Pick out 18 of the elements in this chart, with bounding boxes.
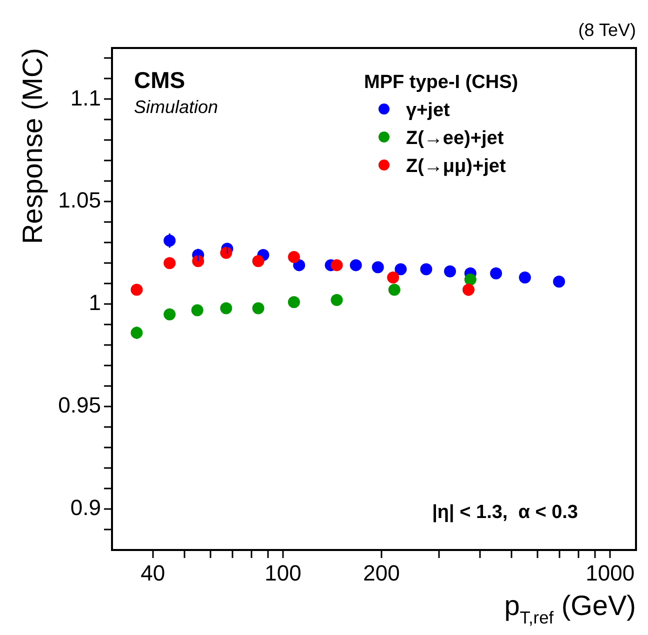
x-tick-label: 40 — [140, 560, 166, 586]
legend-label: Z(→ee)+jet — [406, 128, 504, 149]
text: (8 TeV) — [578, 20, 636, 40]
annotation: |η| < 1.3, α < 0.3 — [432, 502, 578, 523]
y-tick-label: 0.95 — [58, 392, 101, 418]
legend-title: MPF type-I (CHS) — [364, 72, 518, 93]
y-tick-label: 0.9 — [70, 495, 101, 520]
legend-label: Z(→μμ)+jet — [406, 156, 506, 177]
legend-label: γ+jet — [406, 100, 451, 121]
y-tick-label: 1.1 — [70, 85, 101, 110]
annotation: CMS — [134, 67, 186, 93]
annotation: Simulation — [134, 97, 218, 117]
x-tick-label: 100 — [264, 560, 302, 586]
x-tick-label: 1000 — [586, 560, 635, 586]
y-axis-title: Response (MC) — [17, 48, 48, 244]
x-tick-label: 200 — [363, 560, 400, 586]
y-tick-label: 1.05 — [58, 188, 101, 213]
y-tick-label: 1 — [88, 290, 101, 316]
